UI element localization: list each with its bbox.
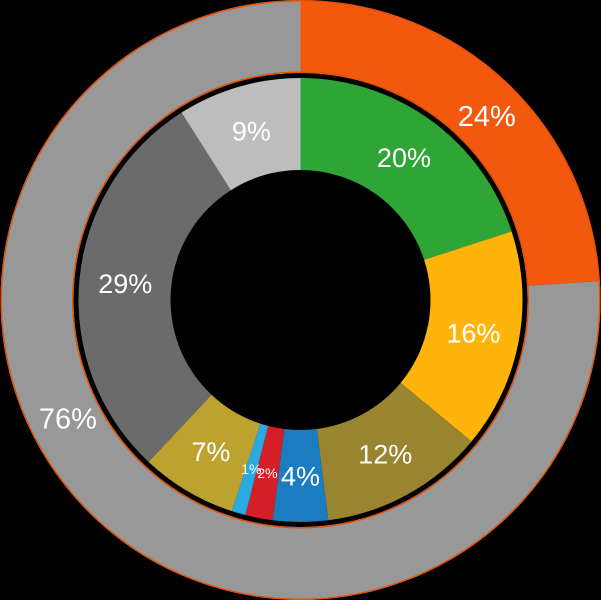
outer-slice-24pct — [300, 0, 600, 286]
inner-label-4pct: 4% — [281, 461, 320, 491]
outer-label-24pct: 24% — [458, 101, 516, 133]
inner-slice-12pct — [316, 382, 472, 521]
inner-label-12pct: 12% — [358, 440, 412, 470]
inner-slice-29pct — [78, 112, 231, 462]
inner-slice-16pct — [400, 231, 523, 442]
inner-slice-2pct — [245, 425, 285, 521]
outer-ring-edge-inner — [72, 71, 529, 529]
inner-slice-9pct — [181, 78, 301, 191]
inner-label-2pct: 2% — [257, 465, 277, 481]
inner-label-16pct: 16% — [446, 318, 500, 348]
inner-label-1pct: 1% — [241, 461, 261, 477]
outer-label-76pct: 76% — [39, 404, 97, 436]
inner-label-7pct: 7% — [191, 437, 230, 467]
inner-slice-1pct — [231, 423, 269, 516]
inner-slice-20pct — [300, 78, 512, 260]
inner-label-29pct: 29% — [98, 269, 152, 299]
inner-label-9pct: 9% — [232, 116, 271, 146]
inner-label-20pct: 20% — [377, 143, 431, 173]
inner-slice-4pct — [272, 428, 329, 522]
inner-slice-7pct — [148, 394, 261, 512]
inner-ring: 20% 16% 12% 4%2%1% 7% 29% 9% — [78, 78, 523, 522]
